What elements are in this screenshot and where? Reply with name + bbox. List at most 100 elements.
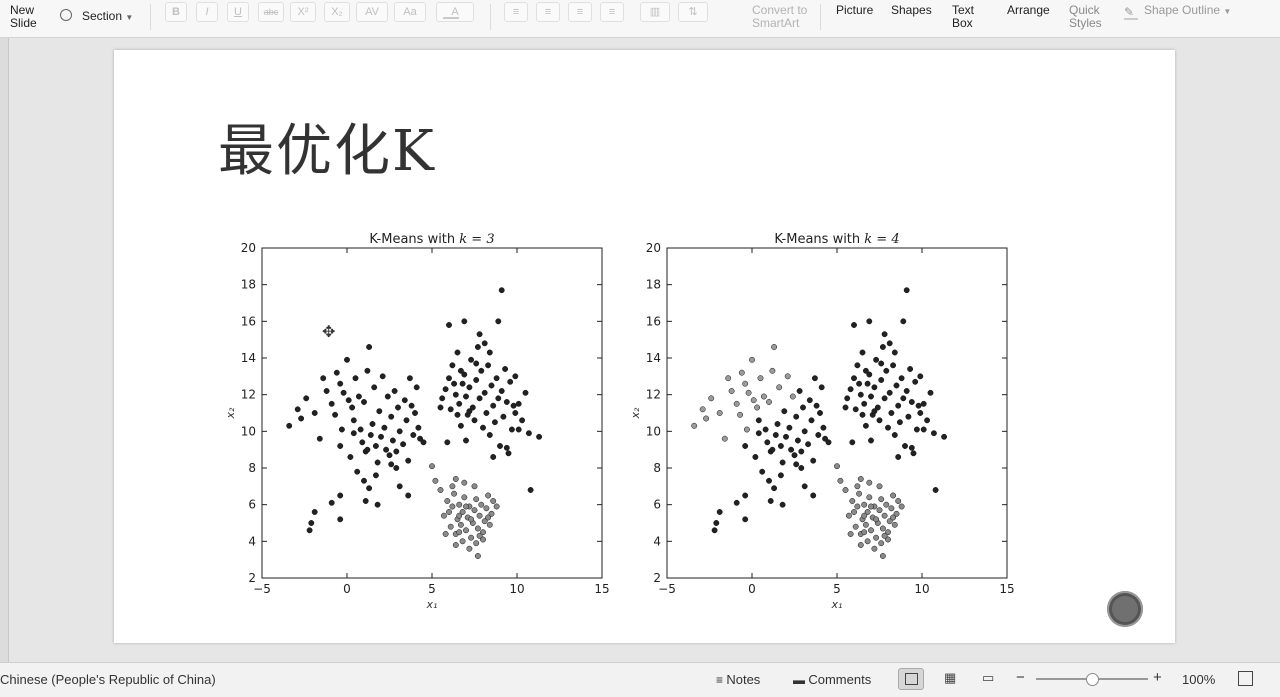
data-point — [742, 443, 749, 449]
data-point — [755, 417, 762, 424]
data-point — [461, 371, 468, 378]
data-point — [913, 426, 920, 433]
align-center-icon[interactable]: ≡ — [536, 2, 560, 22]
picture-button[interactable]: Picture — [836, 3, 874, 17]
data-point — [505, 450, 512, 457]
x-tick-label: 0 — [748, 582, 756, 596]
data-point — [883, 367, 890, 374]
text-direction-icon[interactable]: ⇅ — [678, 2, 708, 22]
data-point — [766, 399, 772, 405]
data-point — [742, 516, 749, 523]
text-box-label-line2: Box — [952, 16, 973, 30]
columns-icon[interactable]: ▥ — [640, 2, 670, 22]
slide-title[interactable]: 最优化K — [218, 119, 436, 184]
y-tick-label: 20 — [646, 241, 661, 255]
quick-styles-button[interactable]: Quick Styles — [1069, 4, 1102, 30]
data-point — [476, 395, 483, 402]
data-point — [879, 553, 886, 559]
convert-to-smartart-button[interactable]: Convert to SmartArt — [752, 4, 807, 30]
normal-view-button[interactable] — [898, 668, 924, 690]
italic-button[interactable]: I — [196, 2, 218, 22]
record-button[interactable] — [1107, 591, 1143, 627]
data-point — [915, 402, 922, 409]
data-point — [743, 426, 750, 433]
data-point — [444, 498, 451, 504]
data-point — [725, 375, 732, 382]
bold-button[interactable]: B — [165, 2, 187, 22]
data-point — [478, 367, 485, 374]
slide-canvas[interactable]: 最优化K K-Means with k = 3 −5 0 5 10 15 2 4 6 8 10 12 1… — [114, 50, 1175, 643]
slide-thumbnail-pane[interactable] — [0, 38, 8, 662]
notes-button[interactable]: ≡ Notes — [716, 672, 760, 687]
data-point — [361, 477, 367, 484]
data-point — [781, 408, 788, 415]
superscript-button[interactable]: X² — [290, 2, 316, 22]
align-left-icon[interactable]: ≡ — [504, 2, 528, 22]
data-point — [847, 531, 854, 537]
slideshow-button[interactable]: ▭ — [978, 668, 1002, 688]
data-point — [750, 397, 757, 404]
section-button[interactable]: Section ▼ — [60, 9, 140, 24]
shapes-button[interactable]: Shapes — [891, 3, 932, 17]
data-point — [866, 318, 873, 325]
chart-k4[interactable]: K-Means with k = 4 −5 0 5 10 15 2 4 6 8 10 12 14 16 18… — [627, 230, 1027, 611]
text-box-button[interactable]: Text Box — [952, 4, 974, 30]
zoom-slider-thumb[interactable] — [1086, 673, 1099, 686]
data-point — [896, 419, 903, 426]
chart-title-prefix: K-Means with — [369, 232, 459, 247]
data-point — [376, 408, 383, 415]
data-point — [369, 421, 376, 427]
data-point — [525, 430, 532, 437]
data-point — [486, 349, 493, 356]
data-point — [332, 411, 339, 418]
font-color-button[interactable]: A — [436, 2, 474, 22]
character-spacing-button[interactable]: AV — [356, 2, 388, 22]
shape-outline-button[interactable]: ✎ Shape Outline ▼ — [1124, 4, 1231, 20]
data-point — [446, 375, 452, 382]
data-point — [796, 388, 803, 394]
strikethrough-button[interactable]: abc — [258, 2, 284, 22]
data-point — [890, 492, 897, 499]
data-point — [461, 318, 468, 325]
data-point — [468, 356, 475, 363]
data-point — [345, 397, 352, 404]
fit-to-window-icon[interactable] — [1238, 671, 1253, 686]
data-point — [713, 520, 720, 526]
data-point — [866, 494, 873, 501]
slide-sorter-button[interactable]: ▦ — [940, 668, 964, 688]
chart-k3[interactable]: K-Means with k = 3 −5 0 5 10 15 2 4 6 8 10 12 14 16 18… — [222, 230, 612, 611]
zoom-level[interactable]: 100% — [1182, 672, 1216, 687]
new-slide-button[interactable]: New Slide — [10, 4, 37, 30]
zoom-slider[interactable] — [1036, 673, 1148, 686]
subscript-button[interactable]: X₂ — [324, 2, 350, 22]
notes-icon: ≡ — [716, 673, 727, 687]
data-point — [876, 483, 883, 490]
align-right-icon[interactable]: ≡ — [568, 2, 592, 22]
comments-button[interactable]: ▬ Comments — [793, 672, 871, 687]
data-point — [917, 410, 924, 416]
arrange-button[interactable]: Arrange — [1007, 3, 1050, 17]
data-point — [924, 417, 931, 424]
data-point — [372, 443, 379, 449]
data-point — [328, 499, 335, 506]
change-case-button[interactable]: Aa — [394, 2, 426, 22]
data-point — [413, 384, 420, 391]
data-point — [306, 527, 313, 534]
justify-icon[interactable]: ≡ — [600, 2, 624, 22]
data-point — [456, 529, 463, 536]
zoom-in-button[interactable]: + — [1153, 669, 1162, 686]
data-point — [868, 393, 874, 400]
data-point — [810, 457, 817, 464]
data-point — [817, 410, 823, 416]
data-point — [527, 487, 534, 493]
data-point — [503, 399, 510, 405]
underline-button[interactable]: U — [227, 2, 249, 22]
data-point — [783, 433, 789, 440]
language-indicator[interactable]: Chinese (People's Republic of China) — [0, 672, 216, 687]
zoom-out-button[interactable]: − — [1016, 669, 1025, 686]
divider — [820, 4, 821, 30]
data-point — [361, 399, 367, 405]
data-point — [852, 406, 859, 413]
pane-divider[interactable] — [8, 38, 9, 662]
data-point — [716, 509, 723, 515]
